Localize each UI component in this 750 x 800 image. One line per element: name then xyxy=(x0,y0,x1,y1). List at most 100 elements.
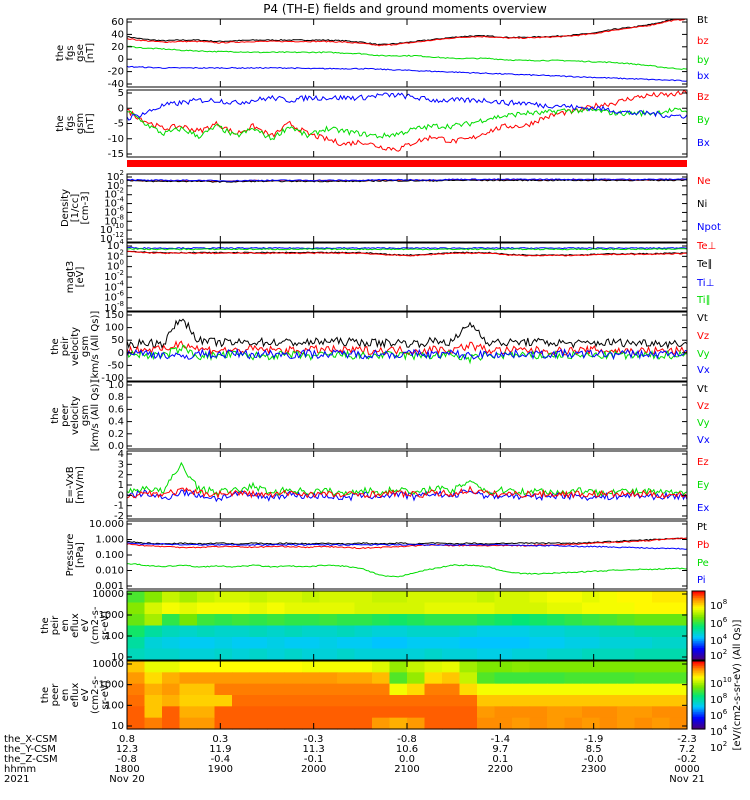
y-tick-label: -50 xyxy=(108,360,124,371)
spectrogram-cell xyxy=(232,648,251,661)
spectrogram-cell xyxy=(442,683,461,696)
colorbar-segment xyxy=(692,615,705,618)
spectrogram-cell xyxy=(599,648,618,661)
spectrogram-cell xyxy=(337,695,356,707)
panel-frame xyxy=(126,89,688,158)
spectrogram-cell xyxy=(354,625,373,638)
colorbar-segment xyxy=(692,642,705,646)
legend-label: Ex xyxy=(697,503,709,514)
spectrogram-cell xyxy=(669,695,688,707)
spectrogram-cell xyxy=(459,717,478,730)
spectrogram-cell xyxy=(214,648,233,661)
colorbar-segment xyxy=(692,727,705,730)
spectrogram-cell xyxy=(599,717,618,730)
series-line-Pb xyxy=(126,537,688,550)
spectrogram-cell xyxy=(459,648,478,661)
spectrogram-cell xyxy=(232,717,251,730)
series-line-Pt xyxy=(126,537,688,545)
y-tick-label: -15 xyxy=(108,149,124,160)
y-axis-label: [nT] xyxy=(85,113,96,133)
colorbar-segment xyxy=(692,722,705,725)
spectrogram-cell xyxy=(599,614,618,627)
y-axis-label: fgs xyxy=(65,116,76,131)
y-axis-label: the xyxy=(40,617,51,633)
spectrogram-cell xyxy=(652,614,671,627)
colorbar-segment xyxy=(692,601,705,604)
spectrogram-cell xyxy=(127,717,146,730)
spectrogram-cell xyxy=(459,672,478,685)
spectrogram-cell xyxy=(617,648,636,661)
spectrogram-cell xyxy=(652,706,671,719)
y-axis-label: eflux xyxy=(70,683,81,708)
spectrogram-cell xyxy=(424,661,443,673)
spectrogram-cell xyxy=(232,602,251,615)
spectrogram-cell xyxy=(477,637,496,650)
spectrogram-cell xyxy=(442,648,461,661)
colorbar-segment xyxy=(692,713,705,716)
y-axis-label: [eV] xyxy=(75,267,86,288)
spectrogram-cell xyxy=(179,661,198,673)
spectrogram-cell xyxy=(442,625,461,638)
spectrogram-cell xyxy=(144,661,163,673)
spectrogram-cell xyxy=(267,625,286,638)
spectrogram-cell xyxy=(547,717,566,730)
spectrogram-cell xyxy=(617,695,636,707)
y-tick-label: 1.0 xyxy=(108,380,124,391)
y-tick-label: 0.001 xyxy=(95,581,124,592)
spectrogram-cell xyxy=(319,661,338,673)
spectrogram-cell xyxy=(564,637,583,650)
time-axis-value: 0.3 xyxy=(212,734,228,745)
y-tick-label: 1 xyxy=(118,480,124,491)
spectrogram-cell xyxy=(144,706,163,719)
colorbar-segment xyxy=(692,632,705,635)
y-tick-label: 0.8 xyxy=(108,392,124,403)
spectrogram-cell xyxy=(442,717,461,730)
time-axis-value: 11.9 xyxy=(209,744,231,755)
spectrogram-cell xyxy=(337,683,356,696)
spectrogram-cell xyxy=(197,591,216,604)
series-line-Vt xyxy=(126,318,688,350)
legend-label: Ne xyxy=(697,176,711,187)
spectrogram-cell xyxy=(354,717,373,730)
spectrogram-cell xyxy=(389,717,408,730)
spectrogram-cell xyxy=(599,625,618,638)
spectrogram-cell xyxy=(337,591,356,604)
series-line-By xyxy=(126,107,688,141)
spectrogram-cell xyxy=(617,683,636,696)
spectrogram-cell xyxy=(407,683,426,696)
spectrogram-cell xyxy=(494,706,513,719)
spectrogram-cell xyxy=(599,602,618,615)
legend-label: Te⊥ xyxy=(696,241,716,252)
spectrogram-cell xyxy=(232,625,251,638)
spectrogram-cell xyxy=(617,625,636,638)
y-tick-label: 0.6 xyxy=(108,404,124,415)
time-axis-row-label: 2021 xyxy=(4,774,29,785)
spectrogram-cell xyxy=(302,717,321,730)
spectrogram-cell xyxy=(284,648,303,661)
spectrogram-cell xyxy=(494,614,513,627)
spectrogram-cell xyxy=(249,625,268,638)
y-axis-label: gsm xyxy=(75,113,86,134)
spectrogram-cell xyxy=(319,625,338,638)
colorbar-segment xyxy=(692,606,705,609)
colorbar-segment xyxy=(692,613,705,616)
colorbar-segment xyxy=(692,622,705,625)
spectrogram-cell xyxy=(459,637,478,650)
spectrogram-cell xyxy=(547,661,566,673)
spectrogram-cell xyxy=(494,591,513,604)
panel-density: NeNiNpot10210010-210-410-610-810-1010-12… xyxy=(60,169,721,245)
spectrogram-cell xyxy=(337,661,356,673)
spectrogram-cell xyxy=(389,661,408,673)
y-axis-label: the xyxy=(50,338,61,354)
spectrogram-cell xyxy=(477,648,496,661)
spectrogram-cell xyxy=(459,683,478,696)
spectrogram-cell xyxy=(442,614,461,627)
y-axis-label: magt3 xyxy=(65,261,76,294)
spectrogram-cell xyxy=(319,683,338,696)
spectrogram-cell xyxy=(302,614,321,627)
colorbar-segment xyxy=(692,608,705,611)
y-axis-label: (cm2-s- xyxy=(90,606,101,644)
y-axis-label: the xyxy=(55,115,66,131)
spectrogram-cell xyxy=(214,695,233,707)
y-tick-label: 2 xyxy=(118,470,124,481)
